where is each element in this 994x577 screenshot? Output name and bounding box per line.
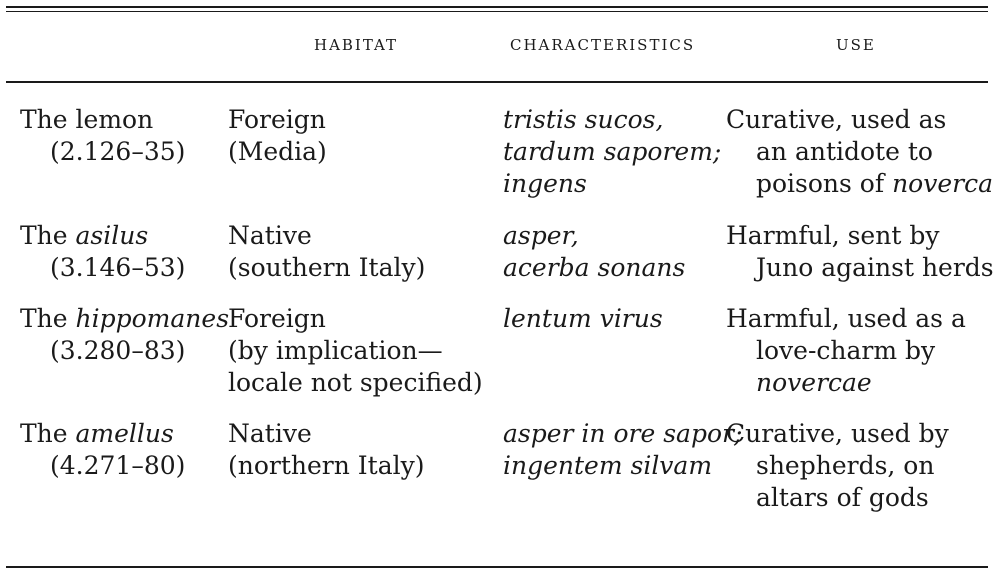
use-line: poisons of novercae — [726, 168, 994, 200]
row-characteristics-cell: tristis sucos, tardum saporem; ingens — [503, 104, 721, 200]
row-name-cell: The lemon (2.126–35) — [20, 104, 185, 168]
row-characteristics-cell: lentum virus — [503, 303, 663, 335]
row-name-cell: The amellus (4.271–80) — [20, 418, 185, 482]
row-name-cell: The hippomanes (3.280–83) — [20, 303, 229, 367]
characteristics-line: tardum saporem; — [503, 137, 722, 166]
habitat-line: Native — [228, 221, 312, 250]
column-header-use: USE — [836, 36, 876, 54]
row-name-term: amellus — [75, 419, 174, 448]
habitat-line: (northern Italy) — [228, 451, 425, 480]
characteristics-line: asper, — [503, 221, 579, 250]
row-name: The hippomanes — [20, 303, 229, 335]
table-rule-top — [6, 6, 988, 8]
table-rule-header — [6, 81, 988, 83]
column-header-characteristics: CHARACTERISTICS — [510, 36, 696, 54]
characteristics-line: tristis sucos, — [503, 105, 664, 134]
characteristics-line: ingentem silvam — [503, 451, 713, 480]
characteristics-line: ingens — [503, 169, 587, 198]
use-line: love-charm by — [756, 336, 936, 365]
row-use-cell: Harmful, sent by Juno against herds — [726, 220, 994, 284]
row-habitat-cell: Native (southern Italy) — [228, 220, 425, 284]
row-name-prefix: The — [20, 221, 76, 250]
table-rule-top-thin — [6, 11, 988, 12]
row-use-cell: Harmful, used as a love-charm by noverca… — [726, 303, 966, 399]
use-line: Harmful, used as a — [726, 304, 966, 333]
use-line: Curative, used by — [726, 419, 949, 448]
row-name-term: asilus — [75, 221, 149, 250]
use-line: Harmful, sent by — [726, 221, 940, 250]
row-use-cell: Curative, used as an antidote to poisons… — [726, 104, 994, 200]
habitat-line: (by implication— — [228, 336, 443, 365]
habitat-line: (southern Italy) — [228, 253, 426, 282]
habitat-line: (Media) — [228, 137, 327, 166]
row-name-term: hippomanes — [75, 304, 230, 333]
table-rule-bottom — [6, 566, 988, 568]
row-characteristics-cell: asper, acerba sonans — [503, 220, 685, 284]
row-use-cell: Curative, used by shepherds, on altars o… — [726, 418, 949, 514]
use-line: an antidote to — [756, 137, 933, 166]
use-line: novercae — [756, 368, 872, 397]
row-habitat-cell: Foreign (by implication— locale not spec… — [228, 303, 483, 399]
column-header-habitat: HABITAT — [314, 36, 399, 54]
habitat-line: Foreign — [228, 105, 326, 134]
use-line: shepherds, on — [756, 451, 935, 480]
row-reference: (3.146–53) — [50, 253, 186, 282]
row-name-prefix: The — [20, 304, 76, 333]
row-reference: (2.126–35) — [50, 137, 186, 166]
use-text: poisons of — [756, 169, 893, 198]
row-name: The amellus — [20, 418, 185, 450]
use-line: altars of gods — [756, 483, 929, 512]
row-reference: (3.280–83) — [50, 336, 186, 365]
use-term: novercae — [892, 169, 994, 198]
row-characteristics-cell: asper in ore sapor; ingentem silvam — [503, 418, 742, 482]
characteristics-line: asper in ore sapor; — [503, 419, 743, 448]
row-name: The asilus — [20, 220, 185, 252]
habitat-line: locale not specified) — [228, 368, 483, 397]
use-line: Curative, used as — [726, 105, 947, 134]
row-name-term: lemon — [75, 105, 154, 134]
row-name-cell: The asilus (3.146–53) — [20, 220, 185, 284]
row-habitat-cell: Native (northern Italy) — [228, 418, 425, 482]
row-name: The lemon — [20, 104, 185, 136]
characteristics-line: acerba sonans — [503, 253, 686, 282]
row-name-prefix: The — [20, 419, 76, 448]
habitat-line: Native — [228, 419, 312, 448]
row-reference: (4.271–80) — [50, 451, 186, 480]
row-habitat-cell: Foreign (Media) — [228, 104, 327, 168]
use-line: Juno against herds — [756, 253, 994, 282]
row-name-prefix: The — [20, 105, 76, 134]
habitat-line: Foreign — [228, 304, 326, 333]
characteristics-line: lentum virus — [503, 304, 663, 333]
